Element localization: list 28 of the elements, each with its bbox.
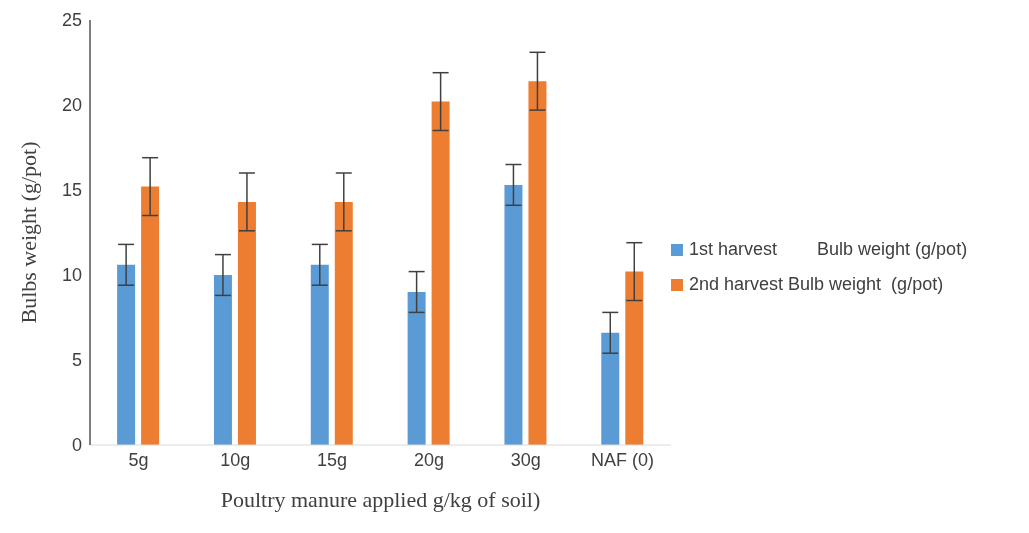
bar <box>407 292 426 445</box>
bar <box>431 101 450 445</box>
y-axis-title: Bulbs weight (g/pot) <box>15 141 41 324</box>
bar <box>601 332 620 445</box>
y-tick-label: 0 <box>71 435 82 456</box>
bar <box>117 264 136 445</box>
bar <box>504 184 523 445</box>
y-tick-label: 25 <box>61 10 82 31</box>
x-tick-label: NAF (0) <box>591 449 655 470</box>
bar <box>310 264 329 445</box>
legend-label: 2nd harvest Bulb weight (g/pot) <box>689 273 944 295</box>
legend-label: 1st harvest Bulb weight (g/pot) <box>689 238 968 260</box>
y-tick-label: 5 <box>71 350 82 371</box>
x-tick-label: 10g <box>220 449 251 470</box>
bar <box>334 201 353 445</box>
bar <box>141 186 160 445</box>
y-tick-label: 10 <box>61 265 82 286</box>
x-tick-label: 20g <box>413 449 444 470</box>
bar <box>625 271 644 445</box>
y-tick-label: 15 <box>61 180 82 201</box>
x-tick-label: 15g <box>317 449 348 470</box>
bar <box>237 201 256 445</box>
x-axis-title: Poultry manure applied g/kg of soil) <box>220 487 541 512</box>
x-tick-label: 5g <box>128 449 149 470</box>
x-tick-label: 30g <box>510 449 541 470</box>
bar <box>528 81 547 445</box>
bar <box>213 275 232 445</box>
y-tick-label: 20 <box>61 95 82 116</box>
